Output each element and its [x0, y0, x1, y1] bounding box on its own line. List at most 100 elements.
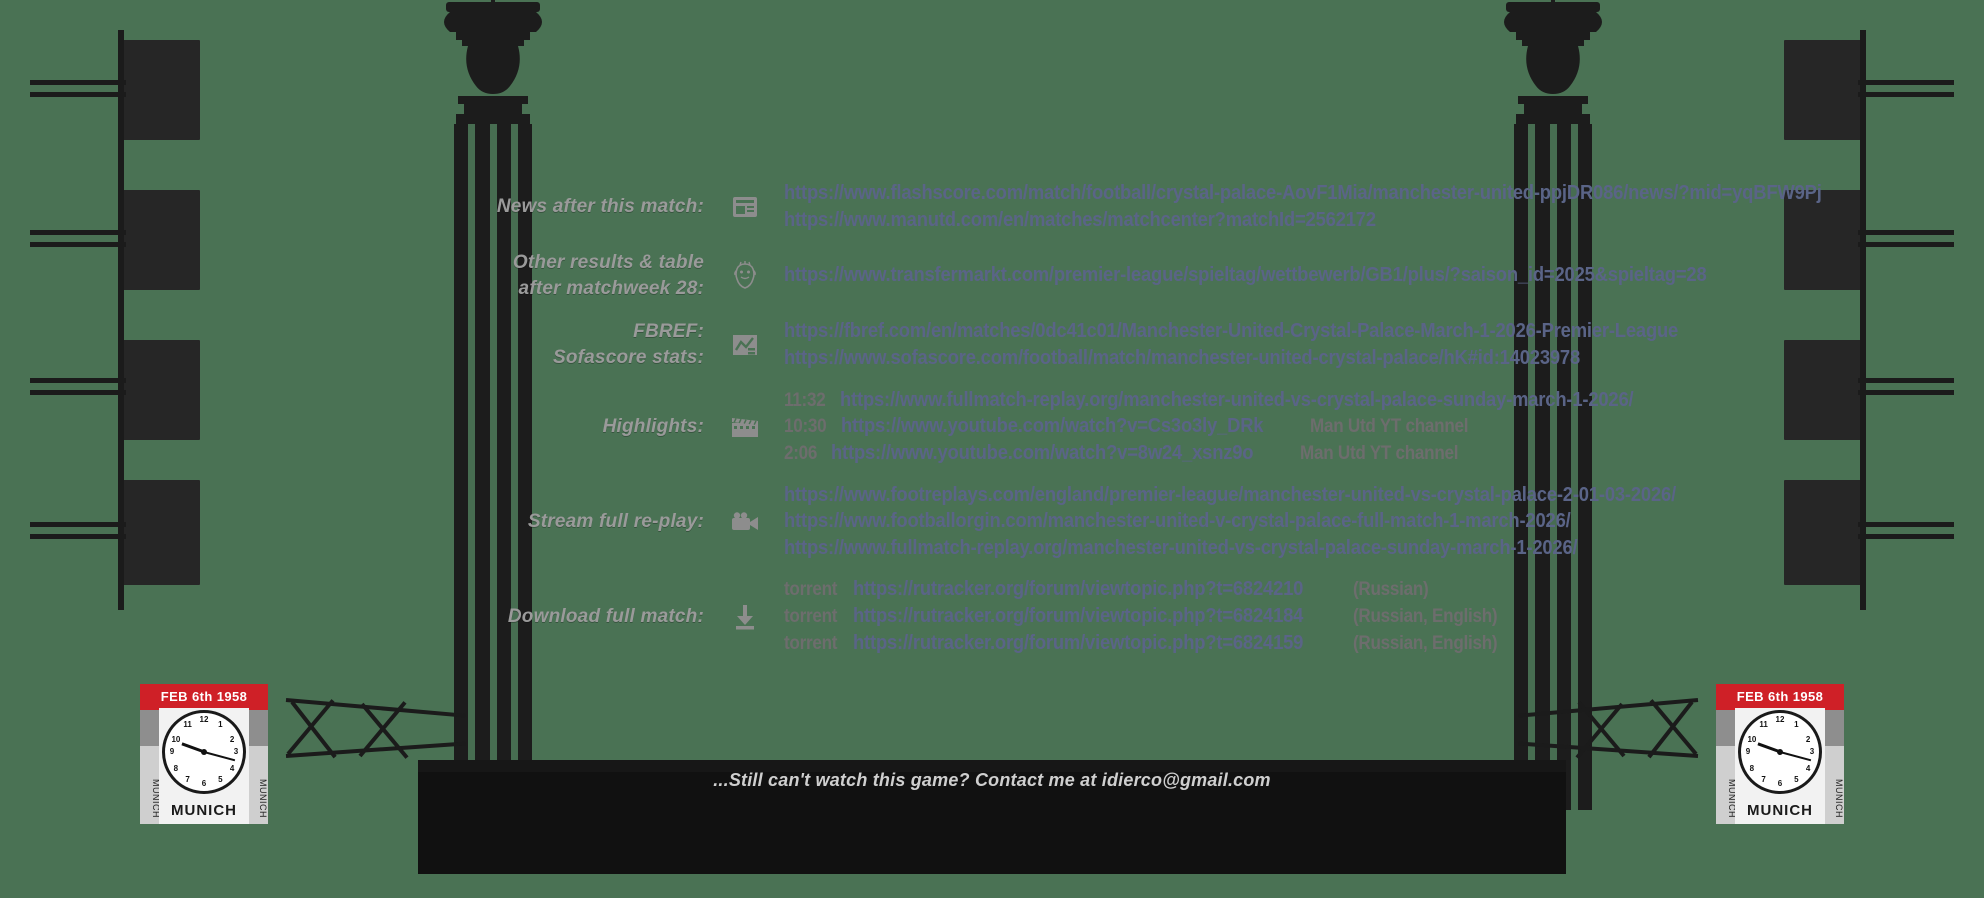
- clock-minute-hand: [203, 751, 236, 762]
- link-row-label: Stream full re-play:: [527, 511, 704, 533]
- clock-hour-mark: 3: [233, 747, 239, 756]
- clock-side-left: MUNICH: [1716, 684, 1737, 824]
- clapperboard-icon: [722, 416, 768, 438]
- link-note: Man Utd YT channel: [1299, 442, 1459, 464]
- gantry-arm: [30, 230, 126, 235]
- link-line: torrent https://rutracker.org/forum/viewt…: [784, 578, 1720, 602]
- floodlight-panel: [1784, 480, 1864, 585]
- download-icon: [722, 604, 768, 630]
- premier-league-lion-icon: [722, 260, 768, 291]
- truss-bar: [1647, 700, 1694, 759]
- pillar-capital-left-icon: [444, 0, 542, 124]
- link-prefix: torrent: [784, 632, 838, 654]
- link-row-label: News after this match:: [496, 196, 704, 218]
- link-prefix: 11:32: [784, 389, 826, 411]
- clock-face-panel: FEB 6th 1958 12 1 2 3 4 5 6 7 8 9 10 11: [159, 684, 249, 824]
- clock-hour-mark: 11: [183, 720, 192, 729]
- link-row: Download full match: torrent https://rutr…: [490, 578, 1720, 655]
- newspaper-icon: [722, 196, 768, 218]
- floodlight-panel: [120, 480, 200, 585]
- clock-hour-mark: 12: [1775, 715, 1785, 724]
- resource-link[interactable]: https://www.flashscore.com/match/footbal…: [784, 182, 1822, 204]
- gantry-arm: [1858, 390, 1954, 395]
- clock-side-grey-cap: [1823, 710, 1844, 746]
- gantry-arm: [30, 378, 126, 383]
- resource-link[interactable]: https://rutracker.org/forum/viewtopic.ph…: [853, 578, 1304, 601]
- link-row-label: Other results & table after matchweek 28:: [512, 252, 704, 299]
- gantry-arm: [1858, 378, 1954, 383]
- clock-city-text: MUNICH: [1747, 801, 1813, 819]
- link-line: https://www.footballorgin.com/manchester…: [784, 510, 1754, 534]
- link-line: 2:06 https://www.youtube.com/watch?v=8w24…: [784, 442, 1720, 466]
- truss-bar: [1518, 698, 1699, 718]
- link-row-label: Highlights:: [602, 416, 704, 438]
- clock-center-pin: [1777, 749, 1783, 755]
- pillar-capital-right-icon: [1504, 0, 1602, 124]
- clock-side-grey-cap: [1716, 710, 1737, 746]
- truss-bar: [286, 699, 335, 756]
- gantry-arm: [1858, 80, 1954, 85]
- clock-hour-mark: 1: [1794, 720, 1799, 729]
- link-line: https://www.manutd.com/en/matches/matchc…: [784, 209, 1912, 233]
- link-row: News after this match: https://www.flash…: [490, 182, 1822, 232]
- resource-link[interactable]: https://www.transfermarkt.com/premier-le…: [784, 264, 1707, 287]
- resource-link[interactable]: https://www.footballorgin.com/manchester…: [784, 510, 1571, 533]
- truss-bar: [290, 700, 337, 759]
- link-line: https://www.sofascore.com/football/match…: [784, 347, 1756, 371]
- link-line: https://www.flashscore.com/match/footbal…: [784, 182, 1912, 206]
- clock-side-red-cap: [1716, 684, 1737, 710]
- floodlight-panel: [1784, 40, 1864, 140]
- footer-contact-note: ...Still can't watch this game? Contact …: [713, 770, 1271, 790]
- gantry-mast: [118, 30, 124, 610]
- clock-side-red-cap: [1823, 684, 1844, 710]
- resource-link[interactable]: https://fbref.com/en/matches/0dc41c01/Ma…: [784, 320, 1679, 343]
- gantry-arm: [30, 390, 126, 395]
- link-note: (Russian, English): [1352, 632, 1498, 654]
- clapperboard-icon: [732, 418, 758, 438]
- clock-hour-mark: 1: [218, 720, 223, 729]
- clock-date-text: FEB 6th 1958: [160, 688, 248, 704]
- resource-link[interactable]: https://www.youtube.com/watch?v=8w24_xsn…: [830, 441, 1254, 464]
- resource-link[interactable]: https://rutracker.org/forum/viewtopic.ph…: [853, 631, 1304, 654]
- premier-league-lion-icon: [734, 260, 756, 289]
- truss-bar: [358, 701, 407, 758]
- clock-side-left: MUNICH: [140, 684, 161, 824]
- link-line: 10:30 https://www.youtube.com/watch?v=Cs3…: [784, 415, 1720, 439]
- match-links-panel: News after this match: https://www.flash…: [490, 182, 1822, 673]
- truss-bar: [285, 698, 466, 718]
- gantry-mast: [1860, 30, 1866, 610]
- truss-bar: [360, 702, 409, 759]
- resource-link[interactable]: https://www.sofascore.com/football/match…: [784, 346, 1581, 369]
- gantry-arm: [1858, 534, 1954, 539]
- clock-city-text: MUNICH: [171, 801, 237, 819]
- clock-hour-mark: 2: [229, 735, 235, 744]
- floodlight-panel: [120, 340, 200, 440]
- gantry-arm: [1858, 522, 1954, 527]
- pitch-ground-strip: [0, 874, 1984, 898]
- resource-link[interactable]: https://www.fullmatch-replay.org/manches…: [784, 536, 1578, 559]
- resource-link[interactable]: https://www.fullmatch-replay.org/manches…: [840, 388, 1634, 411]
- resource-link[interactable]: https://rutracker.org/forum/viewtopic.ph…: [853, 604, 1304, 627]
- link-note: (Russian): [1352, 579, 1429, 601]
- resource-link[interactable]: https://www.footreplays.com/england/prem…: [784, 483, 1676, 506]
- clock-side-grey-cap: [140, 710, 161, 746]
- clock-hour-mark: 11: [1759, 720, 1768, 729]
- download-icon: [736, 604, 754, 630]
- link-line: https://www.footreplays.com/england/prem…: [784, 484, 1754, 508]
- link-row: Highlights: 11:32 https://www.fullmatch-r…: [490, 389, 1720, 466]
- resource-link[interactable]: https://www.youtube.com/watch?v=Cs3o3ly_…: [841, 415, 1264, 438]
- truss-bar: [1649, 699, 1698, 756]
- clock-side-red-cap: [140, 684, 161, 710]
- link-list: https://www.transfermarkt.com/premier-le…: [768, 264, 1787, 288]
- clock-center-pin: [201, 749, 207, 755]
- clock-date-banner-bg: [1735, 684, 1825, 708]
- floodlight-gantry-right: [1784, 30, 1954, 610]
- link-note: (Russian, English): [1352, 605, 1498, 627]
- clock-side-right: MUNICH: [247, 684, 268, 824]
- clock-minute-hand: [1779, 751, 1812, 762]
- link-row-label: FBREF: Sofascore stats:: [552, 321, 704, 369]
- resource-link[interactable]: https://www.manutd.com/en/matches/matchc…: [784, 208, 1376, 231]
- link-line: https://fbref.com/en/matches/0dc41c01/Ma…: [784, 320, 1756, 344]
- link-row: FBREF: Sofascore stats: https://fbref.com…: [490, 319, 1720, 370]
